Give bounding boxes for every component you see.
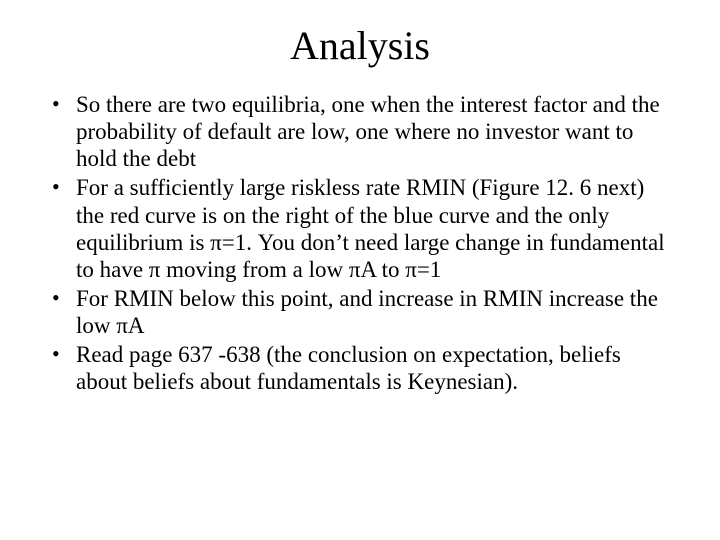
slide-title: Analysis bbox=[0, 0, 720, 79]
bullet-item: Read page 637 -638 (the conclusion on ex… bbox=[46, 341, 674, 395]
bullet-list: So there are two equilibria, one when th… bbox=[46, 91, 674, 395]
slide-content: So there are two equilibria, one when th… bbox=[0, 79, 720, 395]
bullet-item: For RMIN below this point, and increase … bbox=[46, 285, 674, 339]
slide: Analysis So there are two equilibria, on… bbox=[0, 0, 720, 540]
bullet-item: For a sufficiently large riskless rate R… bbox=[46, 174, 674, 283]
bullet-item: So there are two equilibria, one when th… bbox=[46, 91, 674, 172]
